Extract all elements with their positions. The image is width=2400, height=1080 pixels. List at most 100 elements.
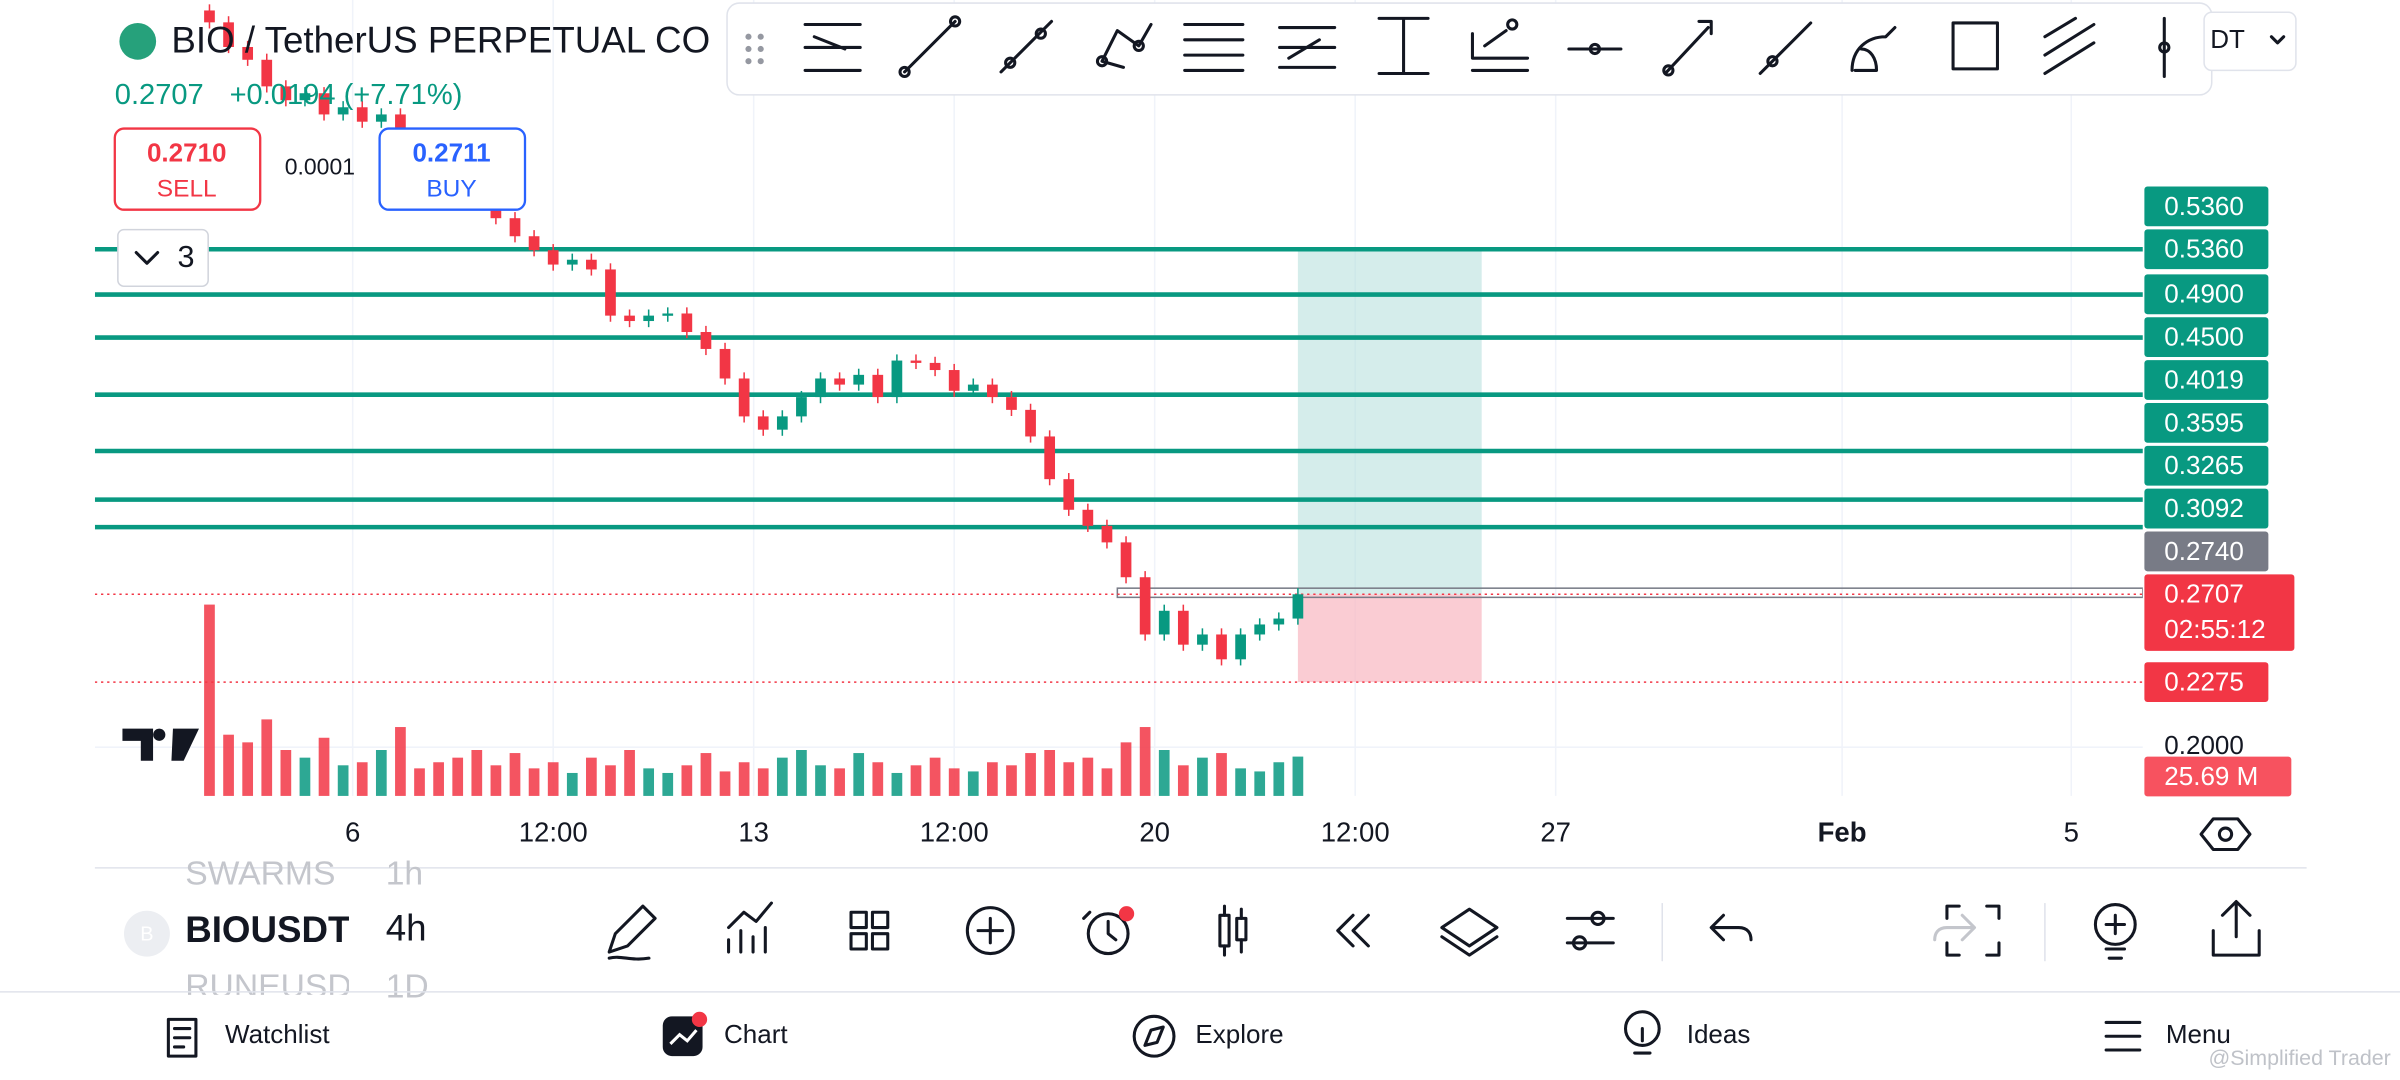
volume-bar [1216,753,1227,796]
candle-body [1006,397,1017,410]
volume-bar [815,765,826,796]
nav-item[interactable]: Chart [724,1019,788,1049]
x-tick-label: 27 [1540,816,1571,847]
drawing-tools[interactable] [803,15,2171,79]
price-label-box [2144,402,2269,443]
chevron [2269,35,2286,45]
indicator-count: 3 [178,240,195,274]
sell-button[interactable] [113,127,262,211]
candle-body [280,86,292,101]
candle-body [967,384,979,391]
candle-body [375,114,387,122]
volume-bar [299,757,311,796]
bottom-tools[interactable] [607,900,2261,961]
interval-item[interactable]: 4h [386,907,427,948]
settings-icon[interactable] [2199,817,2252,852]
candle-body [204,10,215,23]
candle-body [1254,624,1266,635]
volume-bar [1006,765,1017,796]
candle-body [815,378,826,398]
volume-bar [280,750,292,796]
price-label: 0.3265 [2164,450,2244,480]
notification-dot [691,1011,708,1028]
volume-bar [1177,765,1189,796]
candle-body [1025,409,1036,437]
candle-body [872,374,884,398]
candle-body [910,360,922,363]
volume-bar [681,765,693,796]
candle-body [223,22,234,47]
chevron [134,251,160,265]
symbol-picker[interactable]: SWARMS BIOUSDT RUNEUSDT [185,855,372,1005]
plot [94,0,2143,796]
settings-icon-dot [2217,826,2234,842]
volume-bar [1101,768,1113,796]
volume-bar [929,757,941,796]
drag-handle [745,33,764,65]
volume-bar [605,765,616,796]
candle-body [738,378,750,417]
volume-bar [643,768,655,796]
price-label: 0.4500 [2164,322,2244,352]
price-label-box [2144,317,2269,358]
collapse-button[interactable] [117,228,209,287]
volume-bar [1235,768,1246,796]
volume-bar [223,734,234,796]
volume-bar [662,772,674,796]
symbol-title[interactable]: BIO / TetherUS PERPETUAL CO [171,20,710,61]
candle-body [1082,509,1094,526]
nav-item[interactable]: Menu [2166,1019,2231,1049]
price-label: 0.2707 [2164,579,2244,609]
candle-body [1216,634,1227,660]
price-label-box [2144,445,2269,486]
volume-bar [1120,742,1132,796]
volume-bar [490,765,502,796]
pair-suffix: DT [2210,24,2245,54]
x-tick-label: Feb [1818,816,1867,847]
volume-bar [1044,750,1056,796]
candle-body [948,370,960,391]
symbol-item: RUNEUSDT [185,969,372,1006]
candle-body [719,348,731,379]
volume-bar [700,753,712,796]
volume-bar [776,757,788,796]
pair-dropdown[interactable] [2203,11,2297,72]
volume-bar [547,762,559,796]
volume-bar [891,772,903,796]
candle-body [1139,577,1151,635]
candle-body [1158,610,1170,635]
symbol-badge-text: B [140,923,153,945]
candle-body [929,362,941,371]
buy-button[interactable] [378,127,527,211]
candle-body [643,315,655,322]
candle-body [261,59,273,87]
nav-item[interactable]: Ideas [1687,1019,1751,1049]
volume-bar [987,762,998,796]
volume-bar [624,750,635,796]
candle-body [757,416,769,430]
volume-bar [204,604,215,796]
volume-bar [318,737,330,796]
chart-area[interactable]: 6 12:00 13 12:00 20 12:00 27 Feb 5 0.2000 0.2275 0.… [94,0,2295,847]
x-tick-label: 12:00 [920,816,989,847]
volume-bar [719,771,731,796]
interval-item[interactable]: 1D [386,969,429,1006]
volume-bar [757,768,769,796]
nav-item[interactable]: Watchlist [225,1019,330,1049]
symbol-item: SWARMS [185,855,335,892]
candle-body [547,250,559,265]
symbol-item: BIOUSDT [185,909,351,950]
volume-bar [872,762,884,796]
interval-item[interactable]: 1h [386,855,423,892]
candle-body [1101,525,1113,543]
volume-bar [566,772,578,796]
candle-body [395,114,406,137]
nav-item[interactable]: Explore [1195,1019,1283,1049]
price-label-box [2144,662,2269,703]
candle-body [566,259,578,265]
volume-bar [1158,750,1170,796]
volume-bar [261,719,273,796]
sell-price: 0.2710 [147,137,227,167]
